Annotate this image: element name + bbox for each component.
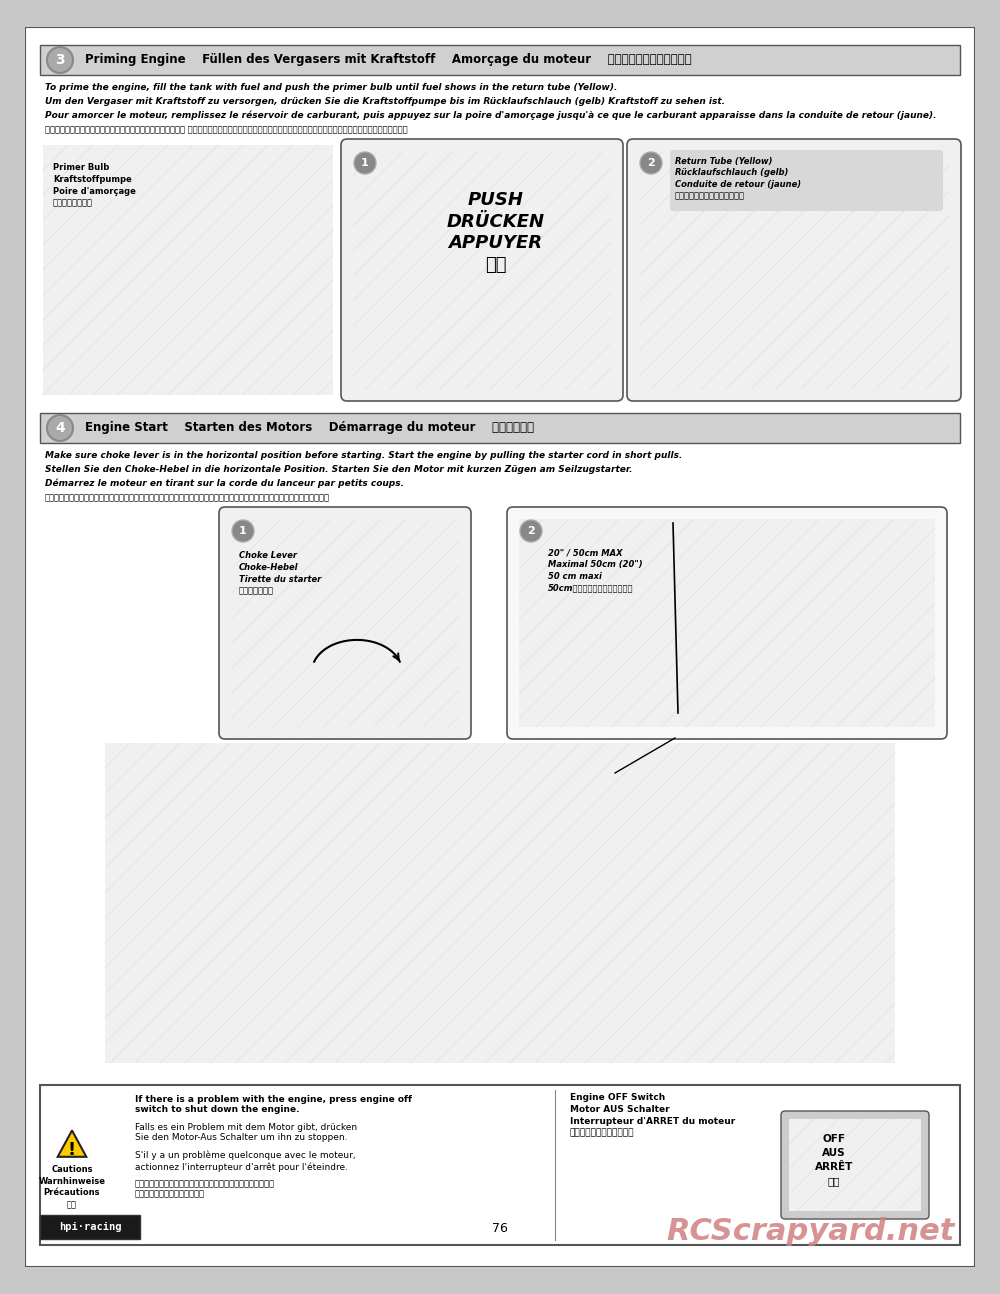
Bar	[40, 45, 960, 75]
Text: Primer Bulb
Kraftstoffpumpe
Poire d'amorçage
プライマーバルブ: Primer Bulb Kraftstoffpumpe Poire d'amor…	[53, 163, 136, 207]
Text: Make sure choke lever is in the horizontal position before starting. Start the e: Make sure choke lever is in the horizont…	[45, 452, 682, 459]
Text: エンジン始動準備のため、キャブレターのプライマーバルブを リターンチューブ（イエロー）に燃料がでてくるまで数回押して燃料をキャブレターに送ります。: エンジン始動準備のため、キャブレターのプライマーバルブを リターンチューブ（イエ…	[45, 126, 408, 135]
Text: !: !	[68, 1141, 76, 1159]
Bar	[519, 519, 935, 727]
Bar	[40, 413, 960, 443]
Bar	[105, 743, 895, 1062]
Text: 76: 76	[492, 1223, 508, 1236]
Bar	[40, 1084, 960, 1245]
Text: Pour amorcer le moteur, remplissez le réservoir de carburant, puis appuyez sur l: Pour amorcer le moteur, remplissez le ré…	[45, 111, 936, 120]
Text: Stellen Sie den Choke-Hebel in die horizontale Position. Starten Sie den Motor m: Stellen Sie den Choke-Hebel in die horiz…	[45, 465, 633, 474]
Text: Engine OFF Switch
Motor AUS Schalter
Interrupteur d'ARRET du moteur
エンジンストップスイッチ: Engine OFF Switch Motor AUS Schalter Int…	[570, 1093, 735, 1137]
Text: 20" / 50cm MAX
Maximal 50cm (20")
50 cm maxi
50cm以上引かないでください。: 20" / 50cm MAX Maximal 50cm (20") 50 cm …	[548, 547, 643, 593]
FancyBboxPatch shape	[341, 138, 623, 401]
Text: OFF
AUS
ARRÊT
オフ: OFF AUS ARRÊT オフ	[815, 1134, 853, 1187]
Text: RCScrapyard.net: RCScrapyard.net	[667, 1218, 955, 1246]
Text: Return Tube (Yellow)
Rücklaufschlauch (gelb)
Conduite de retour (jaune)
リターンチューブ: Return Tube (Yellow) Rücklaufschlauch (g…	[675, 157, 801, 201]
Text: Démarrez le moteur en tirant sur la corde du lanceur par petits coups.: Démarrez le moteur en tirant sur la cord…	[45, 479, 404, 489]
Text: 4: 4	[55, 421, 65, 435]
Text: Engine Start    Starten des Motors    Démarrage du moteur    エンジン始動: Engine Start Starten des Motors Démarrag…	[85, 422, 534, 435]
FancyBboxPatch shape	[219, 507, 471, 739]
Text: Priming Engine    Füllen des Vergasers mit Kraftstoff    Amorçage du moteur    燃: Priming Engine Füllen des Vergasers mit …	[85, 53, 692, 66]
Bar	[43, 145, 333, 395]
Text: To prime the engine, fill the tank with fuel and push the primer bulb until fuel: To prime the engine, fill the tank with …	[45, 83, 617, 92]
Polygon shape	[58, 1131, 86, 1157]
Circle shape	[520, 520, 542, 542]
Text: If there is a problem with the engine, press engine off
switch to shut down the : If there is a problem with the engine, p…	[135, 1095, 412, 1114]
Circle shape	[354, 151, 376, 173]
Text: Choke Lever
Choke-Hebel
Tirette du starter
チョークレバー: Choke Lever Choke-Hebel Tirette du start…	[239, 551, 321, 595]
FancyBboxPatch shape	[781, 1112, 929, 1219]
Text: エンジンに異常を感じたらエンジンストップスイッチを押して
エンジンを停止してください。: エンジンに異常を感じたらエンジンストップスイッチを押して エンジンを停止してくだ…	[135, 1179, 275, 1198]
Text: Cautions
Warnhinweise
Précautions
警告: Cautions Warnhinweise Précautions 警告	[38, 1165, 106, 1209]
FancyBboxPatch shape	[507, 507, 947, 739]
Text: 3: 3	[55, 53, 65, 67]
Text: S'il y a un problème quelconque avec le moteur,
actionnez l'interrupteur d'arrêt: S'il y a un problème quelconque avec le …	[135, 1150, 356, 1171]
Circle shape	[47, 47, 73, 72]
Bar	[231, 519, 459, 727]
Circle shape	[47, 415, 73, 441]
Text: 1: 1	[361, 158, 369, 168]
Text: エンジン始動前にチョークレバーの位置が水平になっているか確認し、プルスターターを短く数回引きエンジンを始動します。: エンジン始動前にチョークレバーの位置が水平になっているか確認し、プルスターターを…	[45, 493, 330, 502]
Text: 2: 2	[647, 158, 655, 168]
Circle shape	[640, 151, 662, 173]
Text: PUSH
DRÜCKEN
APPUYER
押す: PUSH DRÜCKEN APPUYER 押す	[446, 192, 545, 274]
FancyBboxPatch shape	[670, 150, 943, 211]
Text: hpi·racing: hpi·racing	[59, 1222, 121, 1232]
Text: Um den Vergaser mit Kraftstoff zu versorgen, drücken Sie die Kraftstoffpumpe bis: Um den Vergaser mit Kraftstoff zu versor…	[45, 97, 725, 106]
FancyBboxPatch shape	[627, 138, 961, 401]
Circle shape	[232, 520, 254, 542]
Text: 2: 2	[527, 525, 535, 536]
Bar	[40, 1215, 140, 1238]
Text: 1: 1	[239, 525, 247, 536]
Bar	[353, 151, 611, 389]
Bar	[639, 151, 949, 389]
Text: Falls es ein Problem mit dem Motor gibt, drücken
Sie den Motor-Aus Schalter um i: Falls es ein Problem mit dem Motor gibt,…	[135, 1123, 357, 1143]
Bar	[789, 1119, 921, 1211]
